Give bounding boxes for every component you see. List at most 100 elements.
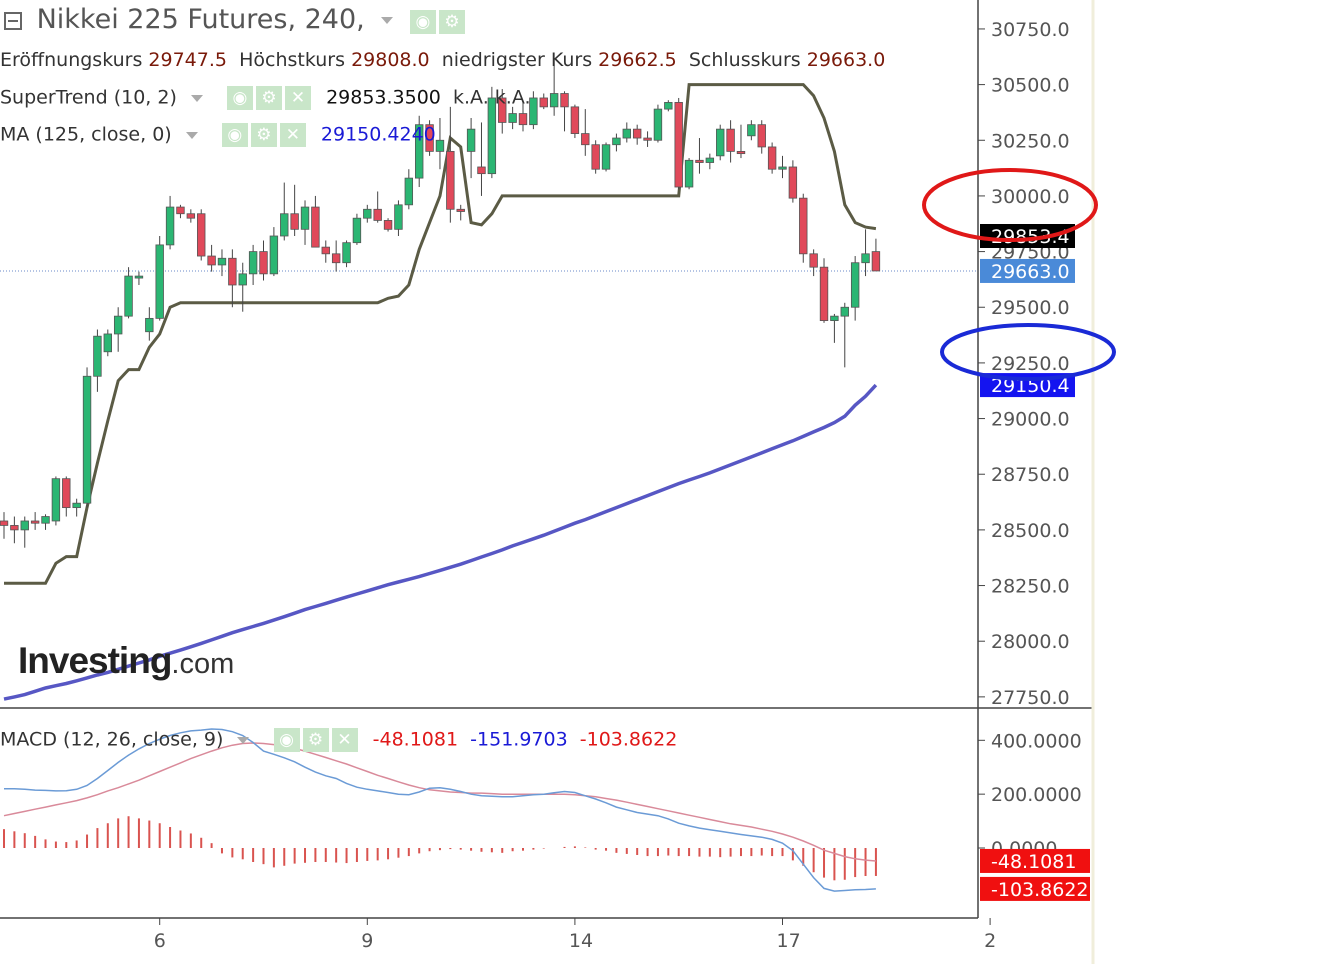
eye-icon[interactable]: ◉ — [221, 123, 248, 147]
candle-body — [269, 235, 279, 275]
price-tick-label: 30000.0 — [991, 186, 1070, 208]
candle — [767, 142, 777, 174]
price-tick-label: 28500.0 — [991, 520, 1070, 542]
candle-body — [622, 128, 631, 139]
candle-body — [342, 242, 351, 264]
eye-icon[interactable]: ◉ — [226, 86, 253, 110]
candle-body — [280, 213, 289, 237]
candle-body — [539, 97, 548, 108]
ohlc-open-value: 29747.5 — [148, 49, 227, 71]
ma-value: 29150.4240 — [320, 123, 436, 146]
macd-label: MACD (12, 26, close, 9) — [0, 728, 224, 751]
histogram-value: -103.8622 — [579, 728, 678, 751]
candle — [508, 106, 517, 130]
candle — [570, 104, 580, 139]
eye-icon[interactable]: ◉ — [273, 728, 300, 752]
ohlc-close-value: 29663.0 — [806, 49, 886, 71]
price-tick-label: 28000.0 — [991, 631, 1070, 653]
candle — [695, 138, 704, 174]
candle-body — [155, 244, 164, 319]
gear-icon[interactable]: ⚙ — [302, 728, 329, 752]
candle — [51, 476, 61, 526]
eye-icon[interactable]: ◉ — [409, 9, 436, 34]
candle — [487, 86, 497, 179]
candle-body — [10, 525, 19, 531]
candle — [383, 218, 393, 232]
close-icon[interactable]: ✕ — [279, 123, 306, 147]
candle-body — [435, 139, 445, 152]
candle-body — [321, 246, 330, 255]
candle-body — [404, 177, 414, 206]
chart-title: Nikkei 225 Futures, 240, — [36, 4, 365, 35]
candle — [612, 133, 621, 152]
candle — [643, 131, 652, 147]
price-tick-label: 29250.0 — [991, 353, 1070, 375]
ma-price-tag: 29150.4 — [991, 375, 1070, 397]
candle-body — [20, 520, 29, 531]
candle — [684, 158, 694, 190]
candle-body — [747, 124, 756, 137]
candle — [280, 182, 289, 241]
candle — [498, 89, 507, 134]
candle-body — [819, 266, 829, 322]
chart-title-bar: Nikkei 225 Futures, 240, ◉ ⚙ — [0, 4, 468, 36]
candle-body — [248, 251, 258, 275]
close-icon[interactable]: ✕ — [331, 728, 358, 752]
gear-icon[interactable]: ⚙ — [438, 9, 465, 34]
candle — [632, 124, 642, 145]
chevron-down-icon[interactable] — [185, 131, 198, 139]
candle — [103, 329, 112, 357]
gear-icon[interactable]: ⚙ — [255, 86, 282, 110]
red-highlight-circle — [922, 168, 1098, 242]
candle-body — [176, 206, 185, 215]
candle-body — [259, 251, 268, 275]
candle-body — [456, 208, 465, 212]
ma-legend: MA (125, close, 0) ◉ ⚙ ✕ 29150.4240 — [0, 123, 436, 147]
candle — [871, 238, 881, 272]
candle-body — [373, 208, 382, 221]
candle — [716, 124, 725, 161]
macd-hist-tag: -103.8622 — [991, 879, 1089, 901]
candle — [664, 100, 673, 112]
candle — [539, 93, 548, 110]
candle-body — [695, 159, 704, 163]
candle — [653, 104, 663, 143]
price-pane[interactable] — [0, 57, 881, 701]
time-tick-label: 14 — [569, 930, 593, 952]
candle-body — [331, 253, 341, 264]
candle — [165, 195, 175, 250]
chevron-down-icon[interactable] — [237, 736, 250, 744]
ma-label: MA (125, close, 0) — [0, 123, 172, 146]
ohlc-open-label: Eröffnungskurs — [0, 49, 143, 71]
candle — [518, 102, 528, 132]
candle-body — [809, 253, 818, 268]
chevron-down-icon[interactable] — [190, 94, 203, 102]
candle-body — [51, 478, 61, 522]
candle-body — [383, 220, 393, 230]
candle-body — [165, 206, 175, 246]
candle — [830, 313, 839, 343]
candle-body — [830, 315, 839, 322]
ohlc-low-label: niedrigster Kurs — [441, 49, 593, 71]
candle-body — [134, 275, 144, 279]
candle — [622, 122, 631, 143]
candle — [300, 200, 310, 245]
close-icon[interactable]: ✕ — [284, 86, 311, 110]
candle — [861, 229, 870, 277]
candle — [788, 160, 798, 203]
ohlc-low-value: 29662.5 — [598, 49, 677, 71]
candle-body — [664, 102, 673, 110]
candle — [207, 244, 216, 272]
candle — [747, 120, 756, 141]
chevron-down-icon[interactable] — [381, 17, 394, 24]
candle — [134, 271, 144, 285]
candle — [778, 155, 787, 179]
candle — [757, 120, 766, 154]
candle-body — [300, 206, 310, 230]
collapse-icon[interactable] — [4, 11, 22, 30]
candle-body — [736, 150, 746, 155]
candle-body — [82, 375, 92, 504]
gear-icon[interactable]: ⚙ — [250, 123, 277, 147]
